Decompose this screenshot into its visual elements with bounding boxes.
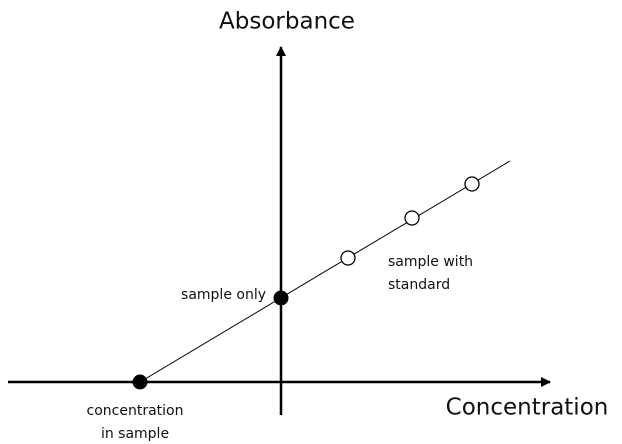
fit-line — [139, 160, 511, 383]
sample-only-point — [273, 290, 289, 306]
standard-point — [340, 250, 356, 266]
standard-point — [464, 176, 480, 192]
y-axis-label: Absorbance — [219, 9, 355, 35]
standard-point — [404, 210, 420, 226]
x-intercept-point — [132, 374, 148, 390]
annotation: sample only — [181, 287, 266, 303]
x-axis-label: Concentration — [446, 395, 609, 421]
annotation: standard — [388, 277, 450, 293]
annotation: in sample — [101, 426, 169, 442]
annotation: sample with — [388, 254, 473, 270]
annotation: concentration — [87, 403, 184, 419]
